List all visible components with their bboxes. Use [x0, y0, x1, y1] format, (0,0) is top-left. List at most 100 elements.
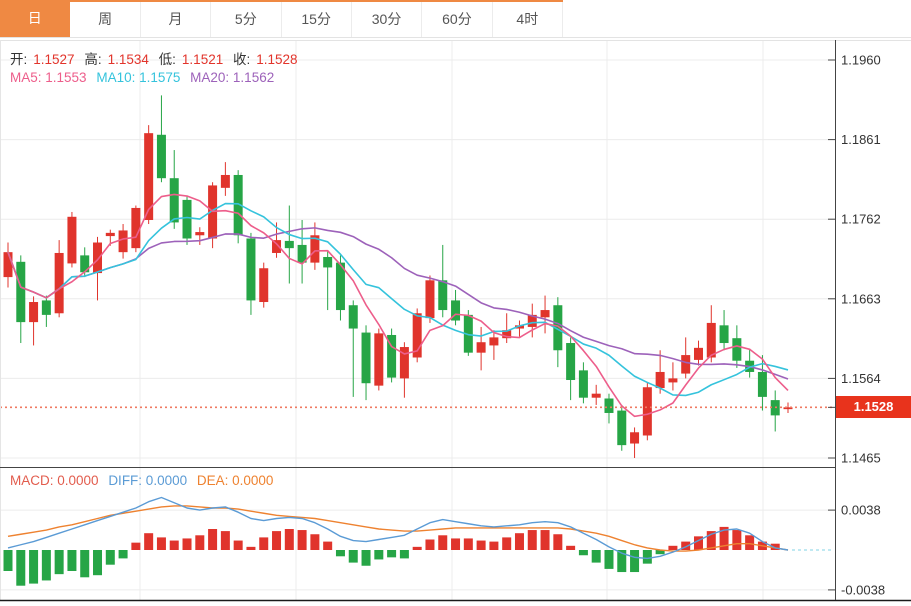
macd-histogram-bar: [387, 550, 397, 558]
candle-body: [566, 343, 576, 381]
candle-body: [93, 242, 103, 274]
macd-histogram-bar: [233, 540, 243, 550]
ma5-line: [7, 193, 789, 418]
candle-body: [182, 199, 192, 239]
candle-body: [310, 235, 320, 263]
macd-histogram-bar: [668, 545, 678, 550]
macd-histogram-bar: [361, 550, 371, 566]
candle-body: [668, 378, 678, 383]
ma5-value: MA5: 1.1553: [10, 70, 87, 85]
tab-15min[interactable]: 15分: [281, 2, 352, 37]
macd-histogram-bar: [323, 541, 333, 550]
price-axis-label: 1.1861: [841, 132, 881, 147]
macd-histogram-bar: [514, 533, 524, 550]
tab-5min[interactable]: 5分: [211, 2, 282, 37]
macd-histogram-bar: [425, 539, 435, 550]
timeframe-toolbar: 日 周 月 5分 15分 30分 60分 4时: [0, 0, 911, 38]
diff-value: DIFF: 0.0000: [108, 473, 188, 488]
macd-legend: MACD: 0.0000 DIFF: 0.0000 DEA: 0.0000: [10, 473, 279, 488]
macd-histogram-bar: [681, 541, 691, 550]
candle-body: [323, 256, 333, 268]
macd-histogram-bar: [770, 543, 780, 550]
candle-body: [195, 232, 205, 236]
candle-body: [438, 280, 448, 311]
macd-histogram-bar: [604, 550, 614, 569]
dea-value: DEA: 0.0000: [196, 473, 274, 488]
candle-body: [463, 314, 473, 353]
diff-line: [7, 496, 789, 560]
tab-month[interactable]: 月: [140, 2, 212, 37]
low-label: 低:: [158, 52, 176, 67]
candle-body: [425, 280, 435, 319]
macd-histogram-bar: [105, 550, 115, 565]
macd-histogram-bar: [655, 550, 665, 555]
candle-body: [144, 133, 154, 221]
candle-body: [387, 334, 397, 378]
candle-body: [259, 268, 269, 303]
macd-axis-label: -0.0038: [841, 582, 885, 597]
candle-body: [105, 232, 115, 237]
candle-body: [757, 371, 767, 397]
macd-histogram-bar: [3, 550, 13, 571]
macd-histogram-bar: [144, 533, 154, 550]
ma-legend: MA5: 1.1553 MA10: 1.1575 MA20: 1.1562: [10, 70, 280, 85]
candle-body: [297, 244, 307, 263]
macd-histogram-bar: [220, 531, 230, 550]
macd-histogram-bar: [272, 531, 282, 550]
macd-histogram-bar: [412, 546, 422, 550]
ma10-value: MA10: 1.1575: [96, 70, 181, 85]
high-label: 高:: [84, 52, 102, 67]
candle-body: [553, 305, 563, 351]
price-axis-label: 1.1465: [841, 451, 881, 466]
tab-30min[interactable]: 30分: [351, 2, 423, 37]
tab-week[interactable]: 周: [70, 2, 141, 37]
tab-60min[interactable]: 60分: [422, 2, 493, 37]
candle-body: [335, 262, 345, 311]
macd-histogram-bar: [374, 550, 384, 560]
macd-histogram-bar: [54, 550, 64, 575]
dea-line: [7, 505, 789, 552]
macd-histogram-bar: [553, 534, 563, 550]
candle-body: [80, 255, 90, 273]
macd-axis-label: 0.0038: [841, 503, 881, 518]
candle-body: [476, 342, 486, 353]
macd-histogram-bar: [41, 550, 51, 581]
macd-histogram-bar: [29, 550, 39, 584]
timeframe-tabs: 日 周 月 5分 15分 30分 60分 4时: [0, 0, 563, 37]
macd-histogram-bar: [438, 535, 448, 550]
macd-histogram-bar: [297, 530, 307, 550]
close-value: 1.1528: [256, 52, 298, 67]
macd-histogram-bar: [156, 537, 166, 550]
candle-body: [233, 174, 243, 236]
tab-day[interactable]: 日: [0, 0, 71, 37]
ma20-value: MA20: 1.1562: [190, 70, 275, 85]
macd-histogram-bar: [131, 542, 141, 550]
macd-histogram-bar: [463, 538, 473, 550]
macd-histogram-bar: [706, 531, 716, 550]
macd-histogram-bar: [335, 550, 345, 557]
candle-body: [67, 216, 77, 264]
candle-body: [502, 330, 512, 339]
close-label: 收:: [232, 52, 251, 67]
macd-histogram-bar: [476, 540, 486, 550]
macd-histogram-bar: [745, 535, 755, 550]
candle-body: [284, 240, 294, 249]
price-axis-label: 1.1762: [841, 212, 881, 227]
ohlc-legend: 开: 1.1527 高: 1.1534 低: 1.1521 收: 1.1528: [10, 48, 304, 68]
macd-value: MACD: 0.0000: [10, 473, 99, 488]
low-value: 1.1521: [181, 52, 224, 67]
candle-body: [16, 261, 26, 323]
macd-histogram-bar: [591, 550, 601, 563]
macd-histogram-bar: [540, 530, 550, 550]
tab-4hour[interactable]: 4时: [492, 2, 563, 37]
macd-histogram-bar: [208, 529, 218, 550]
candle-body: [220, 174, 230, 188]
macd-histogram-bar: [16, 550, 26, 586]
candle-body: [399, 347, 409, 379]
macd-histogram-bar: [310, 534, 320, 550]
open-value: 1.1527: [33, 52, 75, 67]
macd-histogram-bar: [719, 526, 729, 550]
candle-body: [412, 313, 422, 358]
candle-body: [591, 393, 601, 398]
